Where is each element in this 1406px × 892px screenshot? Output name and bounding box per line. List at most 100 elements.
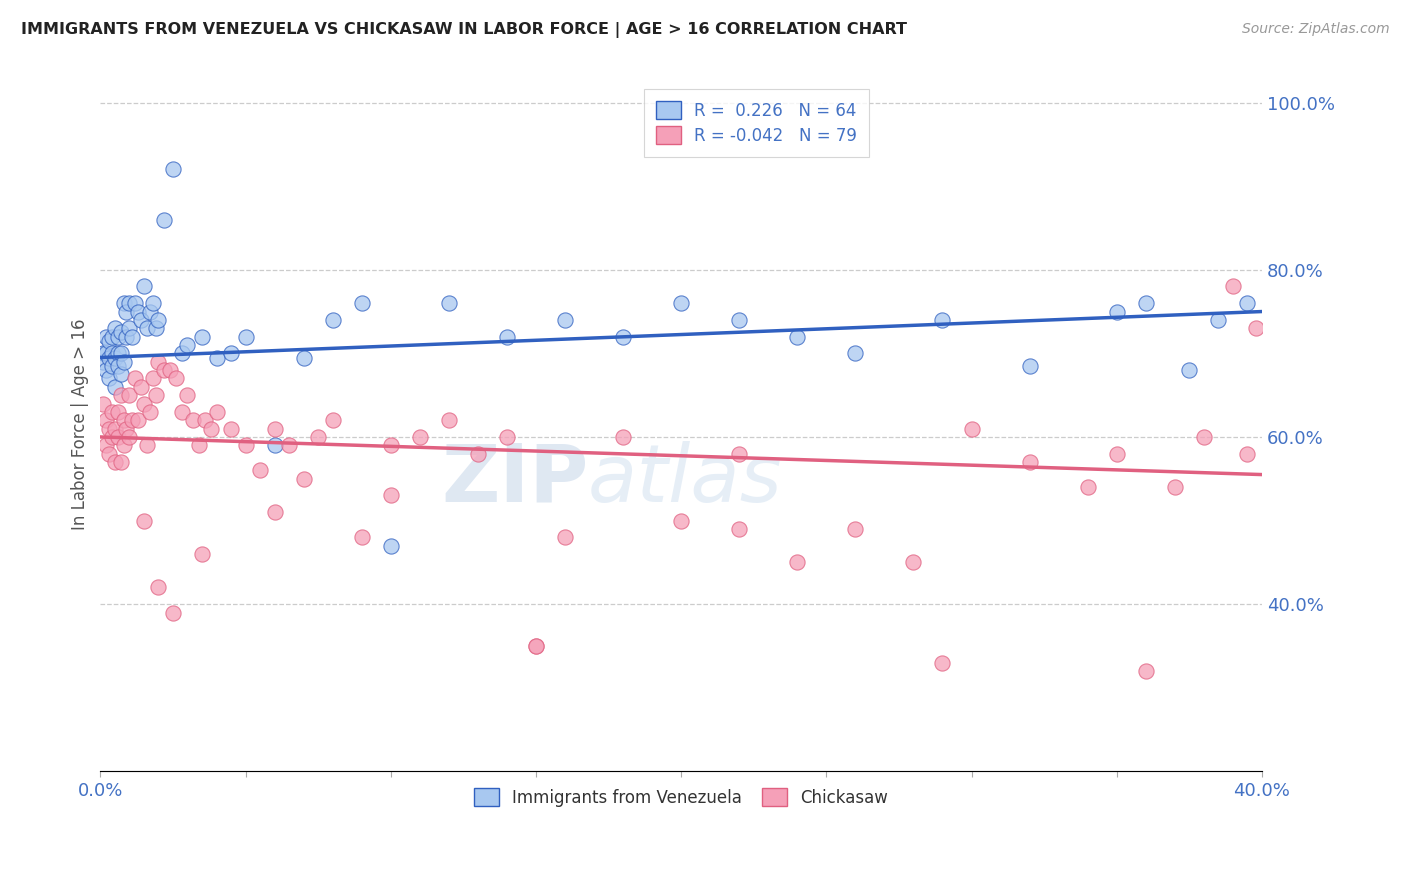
Point	[104, 455, 127, 469]
Point	[1105, 447, 1128, 461]
Point	[1244, 321, 1267, 335]
Point	[188, 438, 211, 452]
Text: IMMIGRANTS FROM VENEZUELA VS CHICKASAW IN LABOR FORCE | AGE > 16 CORRELATION CHA: IMMIGRANTS FROM VENEZUELA VS CHICKASAW I…	[21, 22, 907, 38]
Point	[1135, 296, 1157, 310]
Point	[115, 304, 138, 318]
Y-axis label: In Labor Force | Age > 16: In Labor Force | Age > 16	[72, 318, 89, 530]
Point	[380, 438, 402, 452]
Point	[1077, 480, 1099, 494]
Point	[1178, 363, 1201, 377]
Point	[115, 329, 138, 343]
Point	[612, 329, 634, 343]
Point	[249, 463, 271, 477]
Point	[118, 296, 141, 310]
Point	[124, 296, 146, 310]
Point	[554, 530, 576, 544]
Point	[176, 338, 198, 352]
Point	[98, 447, 121, 461]
Point	[931, 313, 953, 327]
Point	[91, 346, 114, 360]
Point	[219, 421, 242, 435]
Point	[307, 430, 329, 444]
Point	[728, 522, 751, 536]
Point	[135, 438, 157, 452]
Point	[129, 313, 152, 327]
Point	[612, 430, 634, 444]
Point	[1236, 447, 1258, 461]
Point	[496, 430, 519, 444]
Point	[162, 606, 184, 620]
Point	[409, 430, 432, 444]
Text: Source: ZipAtlas.com: Source: ZipAtlas.com	[1241, 22, 1389, 37]
Point	[728, 447, 751, 461]
Point	[1192, 430, 1215, 444]
Point	[91, 354, 114, 368]
Point	[263, 505, 285, 519]
Point	[142, 371, 165, 385]
Point	[1236, 296, 1258, 310]
Point	[148, 354, 170, 368]
Point	[191, 329, 214, 343]
Point	[170, 346, 193, 360]
Point	[132, 396, 155, 410]
Point	[142, 296, 165, 310]
Point	[96, 346, 118, 360]
Point	[292, 472, 315, 486]
Point	[728, 313, 751, 327]
Point	[162, 162, 184, 177]
Point	[107, 346, 129, 360]
Point	[524, 639, 547, 653]
Point	[127, 304, 149, 318]
Point	[145, 321, 167, 335]
Point	[112, 296, 135, 310]
Point	[437, 413, 460, 427]
Point	[148, 313, 170, 327]
Point	[219, 346, 242, 360]
Point	[132, 279, 155, 293]
Point	[104, 380, 127, 394]
Point	[118, 430, 141, 444]
Point	[554, 313, 576, 327]
Point	[786, 555, 808, 569]
Point	[176, 388, 198, 402]
Point	[104, 321, 127, 335]
Point	[101, 329, 124, 343]
Point	[96, 363, 118, 377]
Point	[200, 421, 222, 435]
Point	[170, 405, 193, 419]
Legend: Immigrants from Venezuela, Chickasaw: Immigrants from Venezuela, Chickasaw	[465, 780, 897, 815]
Point	[96, 329, 118, 343]
Point	[1135, 664, 1157, 678]
Point	[129, 380, 152, 394]
Point	[786, 329, 808, 343]
Point	[145, 388, 167, 402]
Point	[844, 522, 866, 536]
Point	[235, 329, 257, 343]
Point	[101, 430, 124, 444]
Point	[110, 326, 132, 340]
Point	[263, 421, 285, 435]
Point	[148, 581, 170, 595]
Point	[1105, 304, 1128, 318]
Point	[110, 368, 132, 382]
Point	[107, 430, 129, 444]
Point	[101, 346, 124, 360]
Point	[112, 438, 135, 452]
Point	[931, 656, 953, 670]
Point	[110, 455, 132, 469]
Point	[191, 547, 214, 561]
Point	[1222, 279, 1244, 293]
Point	[669, 296, 692, 310]
Point	[292, 351, 315, 365]
Point	[467, 447, 489, 461]
Point	[110, 346, 132, 360]
Point	[669, 514, 692, 528]
Point	[135, 321, 157, 335]
Point	[903, 555, 925, 569]
Point	[278, 438, 301, 452]
Point	[96, 438, 118, 452]
Point	[118, 388, 141, 402]
Point	[205, 351, 228, 365]
Point	[138, 304, 160, 318]
Point	[118, 321, 141, 335]
